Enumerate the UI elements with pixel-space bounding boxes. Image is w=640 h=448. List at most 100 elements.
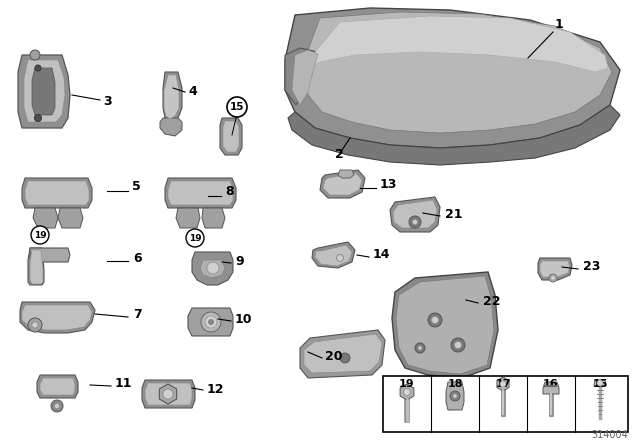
Circle shape	[597, 380, 603, 386]
Circle shape	[415, 343, 425, 353]
Text: 20: 20	[325, 350, 342, 363]
Text: 13: 13	[380, 178, 397, 191]
Text: 314004: 314004	[591, 430, 628, 440]
Polygon shape	[145, 383, 192, 405]
Circle shape	[163, 389, 173, 399]
Text: 22: 22	[483, 295, 500, 308]
Circle shape	[31, 226, 49, 244]
Polygon shape	[33, 208, 58, 228]
Circle shape	[35, 65, 41, 71]
Circle shape	[54, 404, 60, 409]
Polygon shape	[40, 378, 75, 395]
Polygon shape	[312, 242, 355, 268]
Polygon shape	[200, 260, 225, 278]
Polygon shape	[223, 121, 239, 152]
Circle shape	[227, 97, 247, 117]
Polygon shape	[18, 55, 70, 128]
Circle shape	[551, 276, 555, 280]
Circle shape	[454, 341, 461, 349]
Polygon shape	[390, 197, 440, 232]
Polygon shape	[320, 170, 365, 198]
Polygon shape	[32, 68, 55, 115]
Polygon shape	[28, 248, 44, 285]
Polygon shape	[22, 178, 92, 208]
Polygon shape	[164, 75, 179, 119]
Text: 7: 7	[133, 308, 141, 321]
Polygon shape	[220, 118, 242, 155]
Polygon shape	[304, 334, 382, 373]
Polygon shape	[308, 16, 608, 72]
Circle shape	[549, 274, 557, 282]
Polygon shape	[323, 173, 362, 195]
Text: 10: 10	[235, 313, 253, 326]
Polygon shape	[30, 250, 43, 284]
Text: 11: 11	[115, 377, 132, 390]
Polygon shape	[400, 384, 414, 400]
Bar	[383, 376, 628, 432]
Polygon shape	[22, 305, 92, 330]
Circle shape	[51, 400, 63, 412]
Polygon shape	[159, 384, 177, 404]
Circle shape	[403, 388, 410, 396]
Polygon shape	[168, 181, 233, 205]
Polygon shape	[192, 252, 233, 285]
Polygon shape	[163, 72, 182, 122]
Polygon shape	[285, 48, 318, 105]
Text: 19: 19	[34, 231, 46, 240]
Circle shape	[32, 322, 38, 328]
Text: 14: 14	[373, 248, 390, 261]
Polygon shape	[497, 377, 509, 391]
Circle shape	[201, 312, 221, 332]
Text: 3: 3	[103, 95, 111, 108]
Circle shape	[431, 316, 438, 323]
Polygon shape	[594, 380, 606, 386]
Polygon shape	[188, 308, 233, 336]
Circle shape	[30, 50, 40, 60]
Polygon shape	[288, 105, 620, 165]
Circle shape	[205, 316, 217, 328]
Polygon shape	[543, 382, 559, 394]
Circle shape	[418, 346, 422, 350]
Text: 6: 6	[133, 252, 141, 265]
Text: 15: 15	[230, 102, 244, 112]
Polygon shape	[315, 245, 352, 266]
Polygon shape	[338, 170, 354, 178]
Polygon shape	[202, 208, 225, 228]
Polygon shape	[300, 330, 385, 378]
Polygon shape	[393, 200, 437, 228]
Polygon shape	[25, 181, 89, 205]
Polygon shape	[37, 375, 78, 398]
Polygon shape	[538, 258, 572, 280]
Circle shape	[35, 115, 42, 121]
Text: 16: 16	[543, 379, 559, 389]
Text: 8: 8	[225, 185, 234, 198]
Circle shape	[186, 229, 204, 247]
Polygon shape	[30, 248, 70, 262]
Polygon shape	[446, 382, 464, 410]
Text: 15: 15	[592, 379, 608, 389]
Text: 19: 19	[399, 379, 415, 389]
Text: 21: 21	[445, 208, 463, 221]
Circle shape	[337, 254, 344, 262]
Text: 1: 1	[555, 18, 564, 31]
Circle shape	[413, 220, 417, 224]
Polygon shape	[396, 276, 494, 374]
Circle shape	[428, 313, 442, 327]
Circle shape	[453, 394, 457, 398]
Circle shape	[409, 216, 421, 228]
Text: 5: 5	[132, 180, 141, 193]
Polygon shape	[285, 8, 620, 148]
Polygon shape	[292, 50, 318, 105]
Circle shape	[28, 318, 42, 332]
Circle shape	[450, 391, 460, 401]
Text: 2: 2	[335, 148, 344, 161]
Polygon shape	[142, 380, 195, 408]
Polygon shape	[176, 208, 200, 228]
Text: 12: 12	[207, 383, 225, 396]
Text: 19: 19	[189, 233, 202, 242]
Polygon shape	[165, 178, 236, 208]
Text: 23: 23	[583, 260, 600, 273]
Circle shape	[340, 353, 350, 363]
Polygon shape	[540, 261, 570, 277]
Text: 17: 17	[495, 379, 511, 389]
